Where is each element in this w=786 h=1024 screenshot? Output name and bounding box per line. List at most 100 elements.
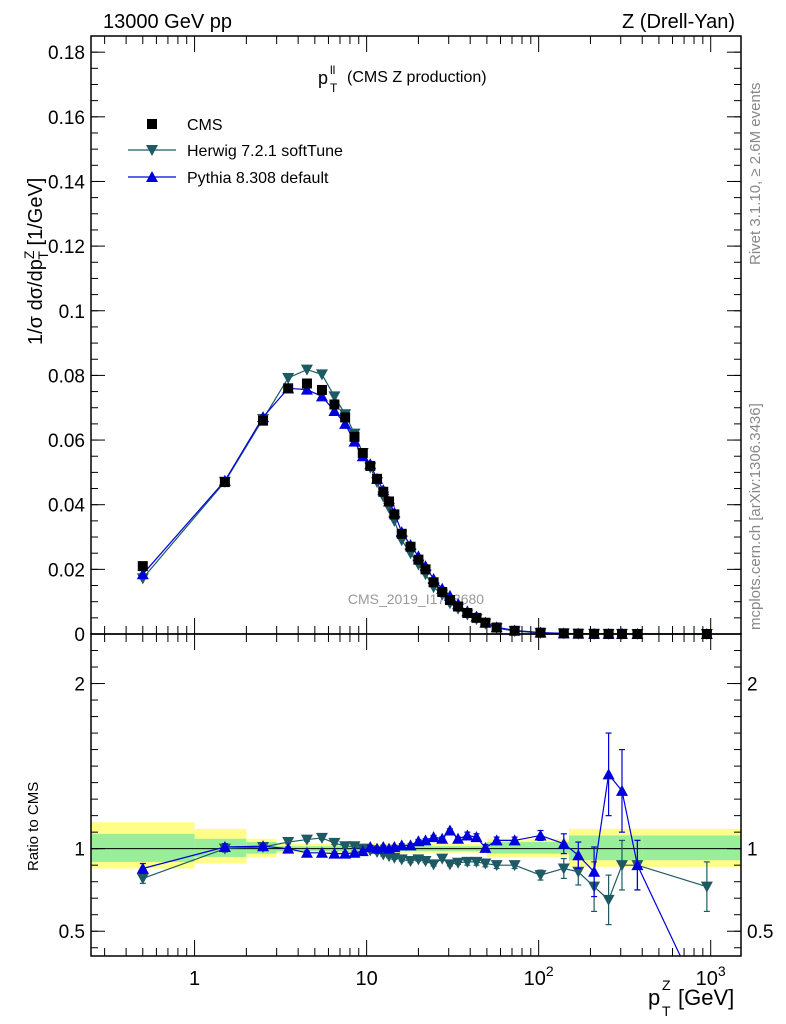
data-point [419, 834, 432, 846]
y-tick-label: 0.12 [48, 237, 85, 258]
data-point [301, 378, 312, 389]
legend-label: Pythia 8.308 default [187, 170, 329, 187]
y-tick-label: 0.14 [48, 172, 85, 193]
ratio-frame [90, 633, 742, 957]
data-point [315, 846, 328, 858]
data-point [137, 561, 148, 572]
data-point [700, 881, 713, 893]
ratio-y-tick-label-right: 2 [747, 675, 758, 696]
data-point [339, 847, 352, 859]
data-point [437, 586, 448, 597]
data-point [490, 834, 503, 846]
main-title-text: (CMS Z production) [347, 69, 487, 86]
data-point [602, 894, 615, 906]
data-point [491, 622, 502, 633]
main-title-sup: ll [330, 63, 335, 77]
data-point [534, 870, 547, 882]
data-point [315, 390, 328, 402]
data-point [453, 601, 464, 612]
data-point [427, 859, 440, 871]
data-point [572, 849, 585, 861]
data-point [615, 860, 628, 872]
data-point [218, 841, 231, 853]
data-point [219, 477, 230, 488]
legend-label: CMS [187, 117, 223, 134]
data-point [436, 832, 449, 844]
main-title-p: p [318, 68, 328, 88]
data-point [443, 824, 456, 836]
axes-group: 0 0.02 0.04 0.06 0.08 0.1 0.12 0.14 0.16 0.18 0.5 0… [48, 35, 773, 990]
data-point [461, 829, 474, 841]
data-point [444, 595, 455, 606]
x-tick-label: 102 [524, 963, 554, 990]
legend-entry-herwig-7-2-1-softtune: Herwig 7.2.1 softTune [128, 143, 343, 160]
ratio-y-tick-label: 2 [74, 675, 85, 696]
data-point [365, 460, 376, 471]
header-left: 13000 GeV pp [103, 11, 232, 33]
svg-text:Z: Z [662, 977, 671, 993]
data-point [508, 834, 521, 846]
data-point [471, 612, 482, 623]
y-tick-label: 0.16 [48, 108, 85, 129]
data-point [420, 564, 431, 575]
x-tick-label: 1 [189, 968, 200, 990]
data-point [328, 391, 341, 403]
y-tick-label: 0.08 [48, 366, 85, 387]
data-point [461, 856, 474, 868]
data-point [300, 364, 313, 376]
x-axis-label: p Z T [GeV] [648, 977, 734, 1019]
data-point [349, 431, 360, 442]
data-point [479, 858, 492, 870]
ratio-y-tick-label-right: 1 [747, 840, 758, 861]
data-point [315, 832, 328, 844]
ratio-y-tick-label-right: 0.5 [747, 922, 773, 943]
band-green [642, 835, 741, 861]
data-point [372, 473, 383, 484]
header-right: Z (Drell-Yan) [622, 11, 735, 33]
data-point [282, 372, 295, 384]
ratio-y-tick-label: 1 [74, 840, 85, 861]
y-tick-label: 0.06 [48, 431, 85, 452]
data-point [146, 145, 158, 156]
ratio-uncertainty-bands [91, 822, 741, 869]
y-tick-label: 0.18 [48, 43, 85, 64]
data-point [404, 839, 417, 851]
data-point [328, 847, 341, 859]
data-point [508, 860, 521, 872]
data-point [572, 866, 585, 878]
data-point [315, 369, 328, 381]
data-point [136, 862, 149, 874]
data-point [427, 831, 440, 843]
data-point [146, 171, 158, 182]
data-point [396, 528, 407, 539]
svg-text:[GeV]: [GeV] [678, 985, 734, 1010]
data-point [452, 857, 465, 869]
data-point [436, 853, 449, 865]
band-green [486, 842, 569, 854]
data-point [339, 417, 352, 429]
data-point [479, 841, 492, 853]
data-point [557, 837, 570, 849]
data-point [136, 568, 149, 580]
site-label: mcplots.cern.ch [arXiv:1306.3436] [747, 403, 764, 630]
data-point [300, 846, 313, 858]
data-point [413, 554, 424, 565]
ratio-series-pythia-8-308-default [136, 732, 681, 957]
data-point [602, 768, 615, 780]
data-point [509, 625, 520, 636]
watermark: CMS_2019_I1753680 [348, 591, 484, 607]
ratio-ylabel: Ratio to CMS [25, 782, 42, 871]
data-point [557, 863, 570, 875]
data-point [340, 412, 351, 423]
y-tick-label: 0.02 [48, 560, 85, 581]
legend: CMS Herwig 7.2.1 softTune Pythia 8.308 def… [128, 117, 343, 187]
data-point [419, 856, 432, 868]
data-point [147, 119, 157, 129]
data-point [470, 831, 483, 843]
data-point [631, 859, 644, 871]
data-point [535, 627, 546, 638]
main-title-sub: T [330, 81, 338, 95]
svg-text:T: T [662, 1003, 671, 1019]
data-point [395, 854, 408, 866]
